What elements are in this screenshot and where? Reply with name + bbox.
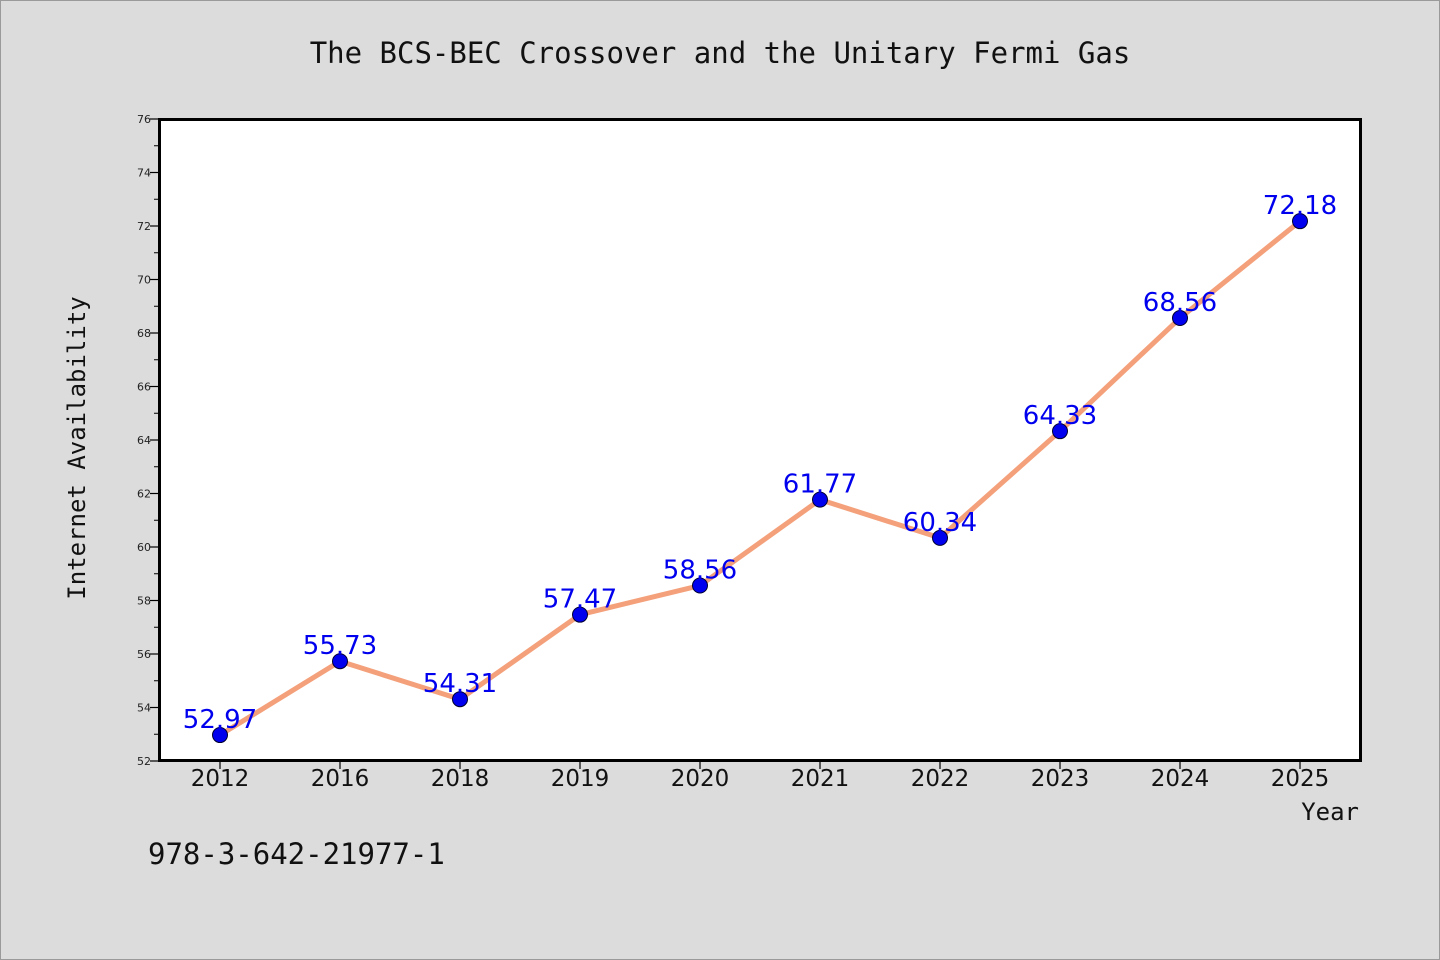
x-tick-label: 2016	[311, 766, 370, 792]
y-tick-label: 70	[137, 274, 151, 287]
y-tick-label: 66	[137, 381, 151, 394]
data-point	[1052, 423, 1068, 440]
x-tick-label: 2023	[1031, 766, 1090, 792]
x-tick-label: 2012	[191, 766, 250, 792]
data-point	[812, 491, 828, 508]
y-tick-label: 76	[137, 113, 151, 126]
x-tick-label: 2025	[1271, 766, 1330, 792]
x-tick-label: 2020	[671, 766, 730, 792]
x-axis-label: Year	[1301, 798, 1359, 826]
data-point	[1172, 310, 1188, 327]
x-tick-label: 2022	[911, 766, 970, 792]
data-label: 58.56	[663, 556, 737, 586]
data-point	[212, 727, 228, 744]
x-tick-label: 2024	[1151, 766, 1210, 792]
data-label: 57.47	[543, 585, 617, 615]
x-tick-label: 2018	[431, 766, 490, 792]
y-tick-label: 60	[137, 541, 151, 554]
data-point	[932, 529, 948, 546]
chart-title: The BCS-BEC Crossover and the Unitary Fe…	[310, 36, 1131, 70]
series-line	[217, 218, 1303, 738]
x-tick-label: 2019	[551, 766, 610, 792]
data-label: 68.56	[1143, 288, 1217, 318]
y-axis-label: Internet Availability	[63, 296, 91, 599]
data-label: 72.18	[1263, 191, 1337, 221]
y-tick-label: 56	[137, 648, 151, 661]
x-axis: 2012 2016 2018 2019 2020 2021 2022 2023 2024 2025	[191, 761, 1330, 792]
data-label: 61.77	[783, 470, 857, 500]
data-points	[212, 213, 1308, 744]
y-tick-label: 58	[137, 595, 151, 608]
data-label: 52.97	[183, 705, 257, 735]
y-tick-label: 62	[137, 488, 151, 501]
y-axis: 52 54 56 58 60 62 64 66 68 70 72 74 76	[137, 113, 159, 768]
y-tick-label: 72	[137, 220, 151, 233]
y-tick-label: 64	[137, 434, 151, 447]
data-point	[332, 653, 348, 670]
y-tick-label: 52	[137, 755, 151, 768]
plot-area	[158, 118, 1362, 762]
x-tick-label: 2021	[791, 766, 850, 792]
data-label: 64.33	[1023, 401, 1097, 431]
y-tick-label: 74	[137, 167, 151, 180]
data-label: 55.73	[303, 631, 377, 661]
isbn-text: 978-3-642-21977-1	[148, 837, 445, 871]
data-point	[692, 577, 708, 594]
data-label: 54.31	[423, 669, 497, 699]
y-tick-label: 54	[137, 702, 151, 715]
data-point	[452, 691, 468, 708]
data-point	[572, 606, 588, 623]
data-point	[1292, 213, 1308, 230]
data-label: 60.34	[903, 508, 977, 538]
y-tick-label: 68	[137, 327, 151, 340]
data-labels: 52.97 55.73 54.31 57.47 58.56 61.77 60.34 64.33…	[183, 191, 1337, 735]
